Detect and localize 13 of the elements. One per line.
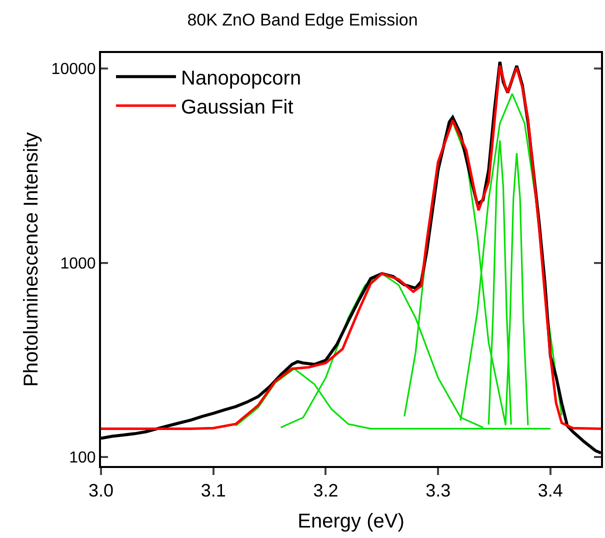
x-axis-title: Energy (eV) — [298, 510, 404, 533]
y-tick-label: 100 — [69, 450, 96, 467]
y-tick-label: 1000 — [60, 255, 96, 272]
legend-label: Gaussian Fit — [181, 96, 294, 118]
x-tick-label: 3.1 — [200, 480, 226, 501]
x-tick-label: 3.3 — [426, 480, 451, 501]
y-tick-label: 10000 — [51, 60, 96, 78]
x-tick-label: 3.0 — [88, 480, 114, 501]
legend-label: Nanopopcorn — [181, 67, 302, 90]
chart-title: 80K ZnO Band Edge Emission — [187, 10, 418, 30]
x-tick-label: 3.2 — [313, 480, 338, 501]
y-axis-title: Photoluminescence Intensity — [20, 132, 42, 387]
x-tick-label: 3.4 — [538, 480, 563, 501]
